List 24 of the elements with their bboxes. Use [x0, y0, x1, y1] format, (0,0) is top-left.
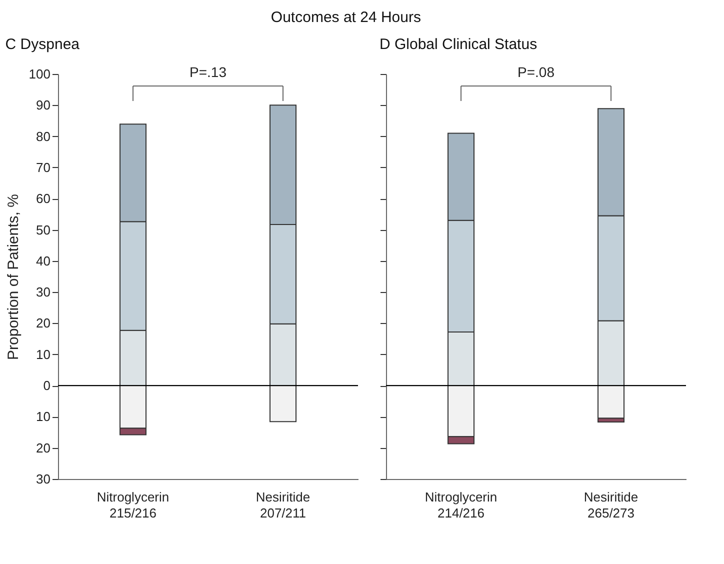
- y-tick-label: 10: [36, 409, 50, 424]
- x-tick-label: Nitroglycerin 215/216: [96, 490, 170, 520]
- y-tick-label: 0: [43, 378, 50, 394]
- x-tick-label: Nesiritide 265/273: [584, 490, 638, 520]
- y-tick-label: 90: [36, 98, 50, 113]
- chart-title: D Global Clinical Status: [380, 36, 538, 53]
- x-tick-label: Nesiritide 207/211: [256, 490, 310, 520]
- annotation: P=.08: [518, 64, 555, 80]
- y-tick-label: 10: [36, 346, 50, 362]
- y-tick-label: 20: [36, 440, 50, 456]
- chart-title: C Dyspnea: [5, 36, 80, 53]
- y-axis-title: Proportion of Patients, %: [4, 194, 22, 360]
- x-tick-label: Nitroglycerin 214/216: [424, 490, 498, 520]
- y-tick-label: 30: [36, 472, 50, 486]
- y-tick-label: 20: [36, 316, 50, 331]
- text: Outcomes at 24 Hours: [270, 9, 421, 26]
- y-tick-label: 50: [36, 222, 50, 238]
- y-tick-label: 70: [36, 160, 50, 175]
- y-tick-label: 100: [28, 66, 50, 82]
- y-tick-label: 60: [36, 191, 50, 206]
- y-tick-label: 40: [36, 253, 50, 268]
- y-tick-label: 30: [36, 284, 50, 300]
- y-tick-label: 80: [36, 128, 50, 144]
- annotation: P=.13: [190, 64, 227, 80]
